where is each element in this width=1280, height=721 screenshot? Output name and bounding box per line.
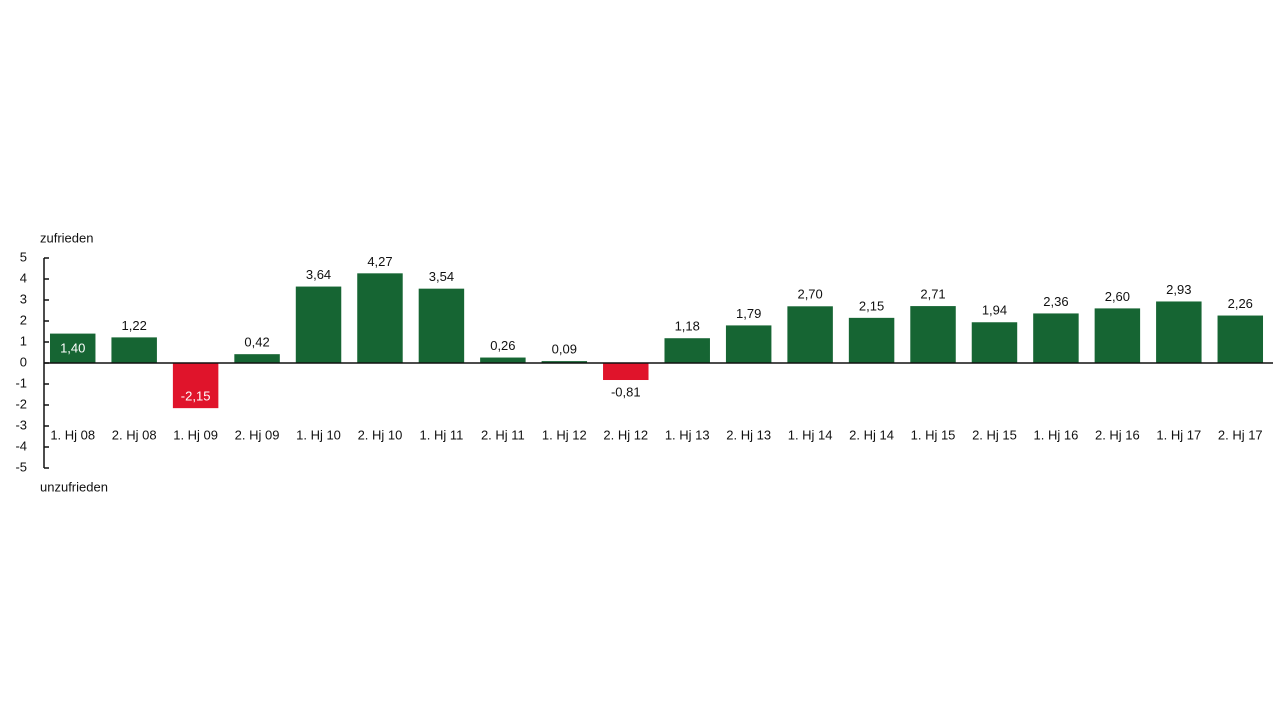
x-tick-label: 2. Hj 08 [112,427,157,442]
value-label: 1,22 [122,318,147,333]
annotation-top: zufrieden [40,230,93,245]
y-tick-label: 2 [20,312,27,327]
bar [848,317,895,363]
bar [172,363,219,409]
bar [1217,315,1264,363]
bar [111,337,157,363]
bar [295,286,342,363]
value-label: 2,71 [920,287,945,302]
value-label: 2,26 [1228,296,1253,311]
bar [787,306,833,363]
x-tick-label: 1. Hj 11 [420,427,464,442]
y-tick-label: -4 [15,438,27,453]
bar [234,354,280,363]
value-label: 0,42 [244,335,269,350]
x-tick-label: 2. Hj 09 [235,427,280,442]
y-tick-label: 0 [20,354,27,369]
value-label: 2,36 [1043,294,1068,309]
value-label: 1,94 [982,303,1007,318]
y-tick-label: -5 [15,459,27,474]
value-label: 4,27 [367,254,392,269]
annotation-bottom: unzufrieden [40,479,108,494]
x-tick-label: 2. Hj 16 [1095,427,1140,442]
bar [49,333,96,363]
y-tick-label: 5 [20,249,27,264]
value-label: 2,93 [1166,282,1191,297]
bar [541,361,588,363]
value-label: 2,70 [797,287,822,302]
x-tick-label: 1. Hj 08 [50,427,95,442]
value-label: 0,26 [490,338,515,353]
x-tick-label: 1. Hj 13 [665,427,710,442]
x-tick-label: 2. Hj 13 [726,427,771,442]
y-tick-label: 4 [20,270,27,285]
value-label: 0,09 [552,342,577,357]
value-label: 2,60 [1105,289,1130,304]
bar [357,273,403,363]
x-tick-label: 2. Hj 10 [358,427,403,442]
bar [664,338,710,363]
bar [910,306,956,363]
y-tick-label: 3 [20,291,27,306]
bar [603,363,649,381]
value-label: 3,64 [306,267,331,282]
y-tick-label: 1 [20,333,27,348]
value-label: -0,81 [611,384,641,399]
value-label: -2,15 [181,389,211,404]
x-tick-label: 1. Hj 10 [296,427,341,442]
bar [1033,313,1079,363]
value-label: 2,15 [859,298,884,313]
y-tick-label: -3 [15,417,27,432]
bar [480,357,526,363]
y-tick-label: -2 [15,396,27,411]
x-tick-label: 2. Hj 11 [481,427,525,442]
x-tick-label: 1. Hj 09 [173,427,218,442]
x-tick-label: 1. Hj 16 [1034,427,1079,442]
x-tick-label: 2. Hj 12 [603,427,648,442]
bar [725,325,772,363]
x-tick-label: 2. Hj 17 [1218,427,1263,442]
value-label: 1,79 [736,306,761,321]
y-tick-label: -1 [15,375,27,390]
bar [1156,301,1202,363]
bar [418,288,465,363]
bar [971,322,1018,363]
x-tick-label: 2. Hj 14 [849,427,894,442]
x-tick-label: 1. Hj 14 [788,427,833,442]
value-label: 1,18 [675,319,700,334]
x-tick-label: 1. Hj 17 [1156,427,1201,442]
x-tick-label: 2. Hj 15 [972,427,1017,442]
value-label: 1,40 [60,341,85,356]
x-tick-label: 1. Hj 12 [542,427,587,442]
x-tick-label: 1. Hj 15 [911,427,956,442]
bar [1094,308,1141,363]
value-label: 3,54 [429,269,454,284]
